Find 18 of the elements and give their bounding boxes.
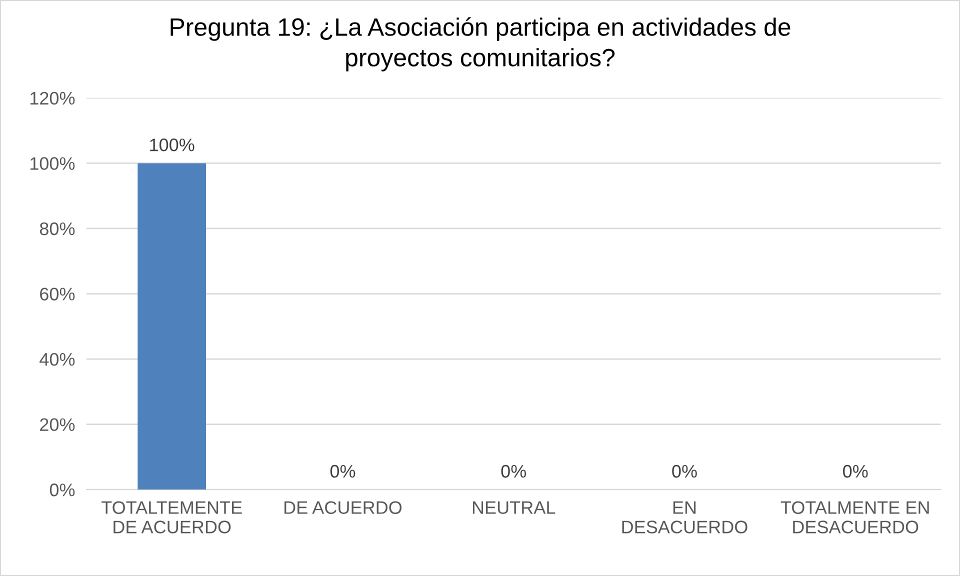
data-label: 100% — [150, 138, 194, 152]
data-label: 0% — [330, 464, 356, 478]
y-tick-label: 80% — [40, 222, 75, 236]
data-label: 0% — [501, 464, 526, 478]
x-tick-label: DE ACUERDO — [284, 501, 402, 514]
x-tick-label: TOTALTEMENTE DE ACUERDO — [102, 501, 242, 534]
y-tick-label: 20% — [40, 418, 75, 432]
y-tick-label: 100% — [30, 157, 75, 170]
y-tick-label: 0% — [50, 484, 75, 496]
x-tick-label: NEUTRAL — [472, 501, 556, 514]
x-tick-label: TOTALMENTE EN DESACUERDO — [780, 501, 929, 534]
y-tick-label: 120% — [30, 92, 75, 105]
x-tick-label: EN DESACUERDO — [622, 501, 748, 534]
data-label: 0% — [843, 464, 868, 478]
data-label: 0% — [672, 464, 697, 478]
y-tick-label: 60% — [40, 288, 75, 300]
chart-title: Pregunta 19: ¿La Asociación participa en actividades de proyectos comunitarios? — [170, 17, 790, 72]
y-tick-label: 40% — [40, 352, 75, 366]
